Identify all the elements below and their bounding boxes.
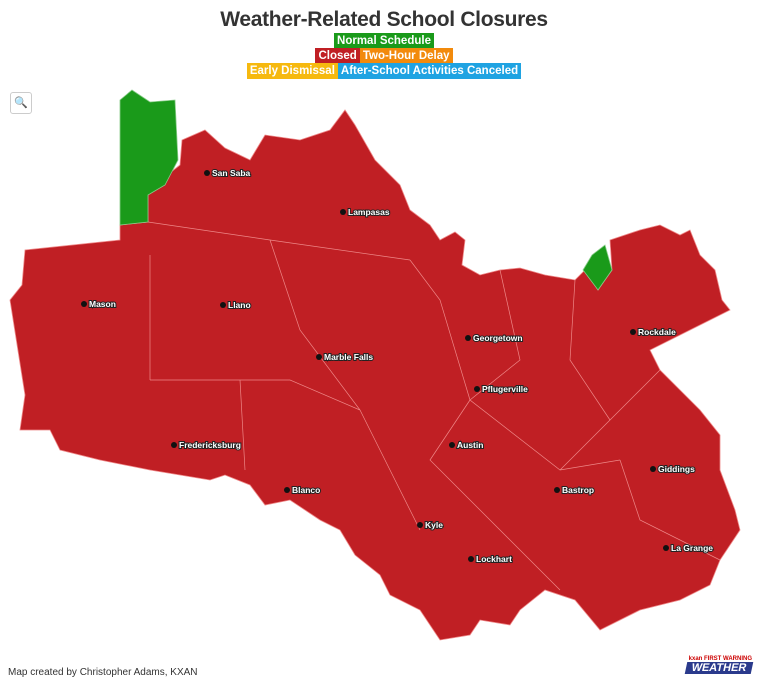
closed-region[interactable] (9, 109, 741, 641)
normal-region-nw[interactable] (119, 89, 179, 226)
legend-after-school: After-School Activities Canceled (337, 63, 522, 79)
city-label: Fredericksburg (179, 440, 241, 450)
city-dot (171, 442, 177, 448)
city-label: Bastrop (562, 485, 594, 495)
city-dot (468, 556, 474, 562)
city-dot (284, 487, 290, 493)
legend-row-1: Normal Schedule (0, 33, 768, 49)
magnifier-icon[interactable]: 🔍 (10, 92, 32, 114)
city-dot (554, 487, 560, 493)
legend-closed: Closed (315, 48, 360, 64)
legend-row-3: Early Dismissal After-School Activities C… (0, 63, 768, 79)
city-dot (316, 354, 322, 360)
city-label: Kyle (425, 520, 443, 530)
city-dot (81, 301, 87, 307)
city-label: San Saba (212, 168, 251, 178)
city-dot (474, 386, 480, 392)
city-dot (417, 522, 423, 528)
city-label: Mason (89, 299, 116, 309)
legend-delay: Two-Hour Delay (359, 48, 453, 64)
city-label: Giddings (658, 464, 695, 474)
city-label: Lockhart (476, 554, 512, 564)
city-label: Llano (228, 300, 251, 310)
city-dot (663, 545, 669, 551)
city-dot (630, 329, 636, 335)
city-label: Pflugerville (482, 384, 528, 394)
legend-early-dismissal: Early Dismissal (246, 63, 338, 79)
district-borders (147, 221, 721, 591)
city-label: Rockdale (638, 327, 676, 337)
city-dot (465, 335, 471, 341)
city-label: La Grange (671, 543, 713, 553)
map-title: Weather-Related School Closures (220, 8, 548, 31)
city-label: Georgetown (473, 333, 523, 343)
kxan-weather-logo: kxan FIRST WARNING WEATHER (684, 656, 754, 676)
city-dot (340, 209, 346, 215)
logo-big-text: WEATHER (684, 662, 754, 674)
city-dot (449, 442, 455, 448)
city-label: Blanco (292, 485, 320, 495)
city-label: Austin (457, 440, 483, 450)
normal-region-ne[interactable] (582, 244, 613, 291)
city-label: Lampasas (348, 207, 390, 217)
city-dot (650, 466, 656, 472)
city-label: Marble Falls (324, 352, 373, 362)
logo-small-text: kxan FIRST WARNING (688, 656, 752, 662)
legend-row-2: Closed Two-Hour Delay (0, 48, 768, 64)
city-dot (204, 170, 210, 176)
map-credit: Map created by Christopher Adams, KXAN (8, 667, 198, 678)
city-dot (220, 302, 226, 308)
legend-normal: Normal Schedule (334, 33, 434, 49)
